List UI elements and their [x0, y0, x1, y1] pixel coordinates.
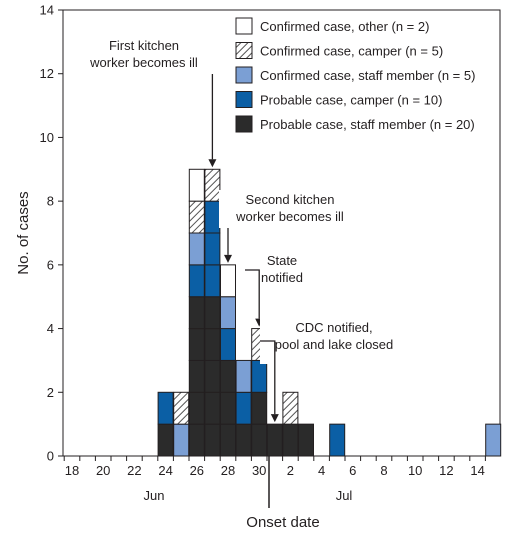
legend-label: Probable case, camper (n = 10): [260, 93, 442, 108]
legend-swatch: [235, 42, 253, 59]
legend-label: Confirmed case, camper (n = 5): [260, 44, 443, 59]
annotation-text: pool and lake closed: [275, 337, 394, 352]
annotation-arrowhead: [224, 254, 232, 263]
bars-group: [157, 168, 502, 457]
x-tick-label: 6: [349, 463, 356, 478]
legend: Confirmed case, other (n = 2) Confirmed c…: [235, 17, 475, 133]
bar-segment-series-0: [204, 423, 221, 457]
month-label-jun: Jun: [144, 488, 165, 503]
bar-segment-series-4: [188, 168, 205, 202]
legend-label: Confirmed case, other (n = 2): [260, 19, 429, 34]
x-tick-label: 30: [252, 463, 266, 478]
bar-segment-series-0: [220, 359, 236, 393]
bar-segment-series-0: [282, 423, 299, 457]
bar-segment-series-1: [329, 423, 346, 457]
bar-segment-series-2: [188, 232, 205, 266]
bar-segment-series-0: [188, 423, 205, 457]
bar-segment-series-3: [188, 200, 205, 234]
bar-segment-series-1: [220, 328, 236, 361]
annotation-arrowhead: [208, 159, 217, 168]
x-tick-label: 4: [318, 463, 325, 478]
x-tick-label: 2: [287, 463, 294, 478]
x-tick-label: 26: [190, 463, 204, 478]
bar-segment-series-0: [188, 359, 205, 393]
annotation-text: Second kitchen: [246, 192, 335, 207]
y-axis: 0 2 4 6 8 10 12 14: [40, 3, 63, 464]
bar-segment-series-0: [204, 391, 221, 425]
annotation-text: First kitchen: [109, 38, 179, 53]
bar-segment-series-2: [173, 423, 190, 457]
bar-segment-series-0: [204, 328, 221, 361]
y-tick-label: 4: [47, 321, 54, 336]
x-tick-label: 8: [380, 463, 387, 478]
bar-segment-series-3: [204, 168, 221, 202]
bar-segment-series-0: [157, 423, 174, 457]
bar-segment-series-1: [251, 359, 268, 393]
legend-swatch: [235, 91, 253, 108]
x-tick-label: 22: [127, 463, 141, 478]
bar-segment-series-0: [188, 296, 205, 330]
bar-segment-series-1: [204, 264, 221, 298]
x-tick-label: 14: [470, 463, 484, 478]
bar-segment-series-3: [173, 391, 190, 425]
legend-swatch: [235, 17, 253, 35]
bar-segment-series-0: [188, 328, 205, 361]
bar-segment-series-0: [298, 423, 314, 457]
annotation-box: [219, 190, 361, 228]
x-tick-label: 28: [221, 463, 235, 478]
bar-segment-series-3: [282, 391, 299, 425]
bar-segment-series-1: [204, 232, 221, 266]
y-tick-label: 0: [47, 449, 54, 464]
bar-segment-series-1: [188, 264, 205, 298]
annotation-text: worker becomes ill: [235, 209, 344, 224]
bar-segment-series-1: [157, 391, 174, 425]
bar-segment-series-0: [188, 391, 205, 425]
y-tick-label: 2: [47, 385, 54, 400]
x-tick-label: 24: [158, 463, 172, 478]
bar-segment-series-0: [204, 359, 221, 393]
legend-label: Probable case, staff member (n = 20): [260, 117, 475, 132]
bar-segment-series-0: [266, 423, 283, 457]
y-tick-label: 6: [47, 257, 54, 272]
annotation-arrowhead: [270, 414, 279, 423]
bar-segment-series-1: [204, 200, 221, 234]
bar-segment-series-4: [220, 264, 236, 298]
bar-segment-series-0: [220, 391, 236, 425]
y-axis-label: No. of cases: [15, 191, 32, 274]
annotation-text: State: [267, 253, 297, 268]
annotation-box: [76, 36, 212, 74]
x-tick-label: 12: [439, 463, 453, 478]
x-axis-label: Onset date: [246, 514, 319, 531]
legend-label: Confirmed case, staff member (n = 5): [260, 68, 475, 83]
y-tick-label: 14: [40, 3, 54, 18]
legend-swatch: [235, 115, 253, 133]
bar-segment-series-0: [204, 296, 221, 330]
annotation-box: [260, 318, 408, 364]
bar-segment-series-0: [220, 423, 236, 457]
month-label-jul: Jul: [336, 488, 353, 503]
bar-segment-series-0: [251, 391, 268, 425]
bar-segment-series-1: [235, 391, 252, 425]
y-tick-label: 12: [40, 66, 54, 81]
bar-segment-series-2: [485, 423, 502, 457]
bar-segment-series-0: [251, 423, 268, 457]
bar-segment-series-0: [235, 423, 252, 457]
annotation-text: CDC notified,: [295, 320, 372, 335]
y-tick-label: 10: [40, 130, 54, 145]
bar-segment-series-2: [235, 359, 252, 393]
annotation-text: notified: [261, 270, 303, 285]
bar-segment-series-2: [220, 296, 236, 330]
y-tick-label: 8: [47, 194, 54, 209]
annotation-arrow-line: [245, 269, 260, 319]
annotation-arrow-line: [260, 340, 276, 415]
annotations-group: First kitchen worker becomes ill Second ki…: [76, 36, 408, 423]
x-tick-label: 20: [96, 463, 110, 478]
x-tick-label: 10: [408, 463, 422, 478]
legend-swatch: [235, 66, 253, 84]
annotation-text: worker becomes ill: [89, 55, 198, 70]
x-tick-label: 18: [65, 463, 79, 478]
